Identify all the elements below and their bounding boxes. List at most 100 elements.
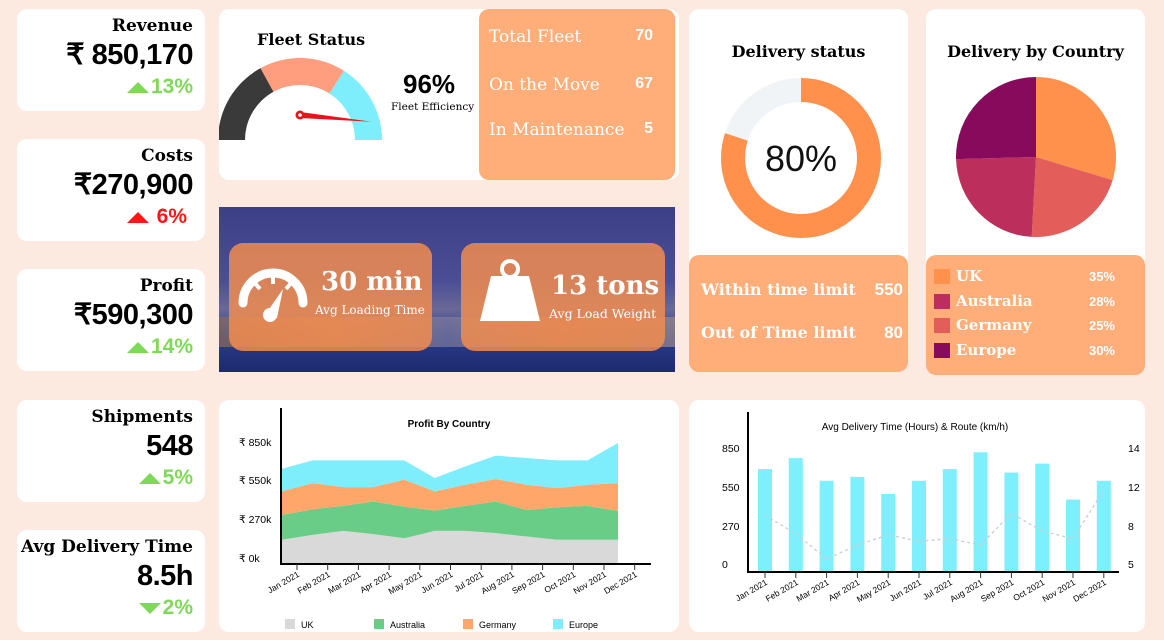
y-tick-label-right: 5 <box>1128 559 1134 571</box>
fleet-row-maintenance: In Maintenance 5 <box>489 120 653 140</box>
fleet-title: Fleet Status <box>257 30 366 49</box>
delivery-status-title: Delivery status <box>731 42 866 61</box>
bar <box>1035 463 1050 572</box>
up-arrow-icon <box>126 341 149 353</box>
y-tick-label-right: 12 <box>1128 482 1140 494</box>
x-tick-label: Jan 2021 <box>266 569 302 595</box>
y-tick-label-left: 270 <box>722 521 740 533</box>
area-series-germany <box>282 478 618 515</box>
legend-item-australia: Australia 28% <box>934 292 1115 310</box>
fleet-row-label: On the Move <box>489 75 600 95</box>
fleet-gauge <box>219 58 382 140</box>
bar <box>850 476 865 572</box>
area-chart-title: Profit By Country <box>408 419 491 430</box>
legend-percent: 28% <box>1088 293 1115 309</box>
profit-by-country-card: Profit By Country ₹ 0k ₹ 270k ₹ 550k ₹ 850k… <box>219 400 679 632</box>
area-series-australia <box>282 501 618 540</box>
legend-swatch <box>553 619 563 629</box>
x-tick-label: Mar 2021 <box>326 569 362 596</box>
donut-percent: 80% <box>765 138 837 179</box>
bar-chart-title: Avg Delivery Time (Hours) & Route (km/h) <box>822 422 1009 433</box>
x-tick-label: Aug 2021 <box>948 577 985 604</box>
kpi-title: Avg Delivery Time <box>20 537 193 557</box>
kpi-value: 8.5h <box>136 560 194 592</box>
bar <box>819 480 834 572</box>
x-tick-label: Sep 2021 <box>979 577 1016 604</box>
status-row-label: Within time limit <box>701 280 856 299</box>
legend-percent: 25% <box>1088 317 1115 333</box>
pie-slice-australia <box>956 157 1036 237</box>
fleet-row-label: In Maintenance <box>489 120 625 140</box>
bar <box>881 493 896 572</box>
legend-swatch <box>934 317 950 333</box>
x-tick-label: Oct 2021 <box>1011 577 1046 603</box>
legend-item-germany: Germany 25% <box>934 316 1115 334</box>
up-arrow-icon <box>138 472 161 484</box>
pie-title: Delivery by Country <box>947 42 1124 61</box>
gauge-segment-high <box>329 70 382 140</box>
bar <box>758 469 772 572</box>
legend-item-europe: Europe 30% <box>934 341 1115 359</box>
fleet-row-value: 5 <box>644 120 653 137</box>
fleet-row-value: 70 <box>635 27 653 44</box>
loading-time-tile: 30 min Avg Loading Time <box>229 243 432 351</box>
pie-slice-uk <box>1036 77 1116 181</box>
kpi-value: ₹ 850,170 <box>66 39 193 71</box>
kpi-profit: Profit ₹590,300 14% <box>17 269 205 371</box>
fleet-counts-panel: Total Fleet 70 On the Move 67 In Maintenan… <box>479 9 675 180</box>
x-tick-label: Dec 2021 <box>1071 577 1108 604</box>
delivery-by-country-card: Delivery by Country UK 35% Australia 28% G… <box>926 9 1145 375</box>
weight-icon <box>480 259 540 321</box>
legend-swatch <box>934 293 950 309</box>
port-banner: 30 min Avg Loading Time 13 tons Avg Load… <box>219 207 675 372</box>
x-tick-label: Nov 2021 <box>1040 577 1077 604</box>
load-weight-value: 13 tons <box>551 271 660 301</box>
kpi-delta: 14% <box>150 335 193 358</box>
x-tick-label: Feb 2021 <box>296 569 332 596</box>
kpi-costs: Costs ₹270,900 6% <box>17 139 205 241</box>
y-tick-label: ₹ 270k <box>239 514 272 526</box>
kpi-delta: 5% <box>162 466 193 489</box>
pie-slice-europe <box>956 77 1036 160</box>
bar <box>973 452 988 572</box>
kpi-delta: 13% <box>150 75 193 98</box>
kpi-shipments: Shipments 548 5% <box>17 400 205 502</box>
x-tick-label: Jun 2021 <box>419 569 455 595</box>
fleet-status-card: Fleet Status 96% Fleet Efficiency Total … <box>219 9 679 180</box>
up-arrow-icon <box>126 81 149 93</box>
down-arrow-icon <box>138 602 161 614</box>
y-tick-label: ₹ 550k <box>239 475 272 487</box>
kpi-value: ₹590,300 <box>73 299 194 331</box>
legend-label: Australia <box>956 292 1033 310</box>
gauge-segment-mid <box>260 58 344 94</box>
kpi-title: Profit <box>139 276 193 296</box>
legend-percent: 30% <box>1088 342 1115 358</box>
legend-swatch <box>374 619 384 629</box>
bar <box>1004 472 1019 572</box>
gauge-segment-low <box>219 68 274 140</box>
kpi-avg-delivery-time: Avg Delivery Time 8.5h 2% <box>17 530 205 632</box>
x-tick-label: May 2021 <box>386 569 424 596</box>
y-tick-label: ₹ 0k <box>239 553 260 565</box>
x-tick-label: Sep 2021 <box>510 569 547 596</box>
delivery-status-panel: Within time limit 550 Out of Time limit 80 <box>689 255 908 372</box>
pie-legend: UK 35% Australia 28% Germany 25% Europe 30% <box>926 255 1145 375</box>
delivery-status-donut: 80% <box>721 78 881 238</box>
fleet-row-total: Total Fleet 70 <box>489 27 653 47</box>
fleet-row-value: 67 <box>635 75 653 92</box>
bar <box>1066 499 1080 572</box>
legend-swatch <box>285 619 295 629</box>
kpi-title: Costs <box>141 146 193 166</box>
legend-label: UK <box>301 620 314 630</box>
route-line <box>764 489 1105 560</box>
gauge-needle <box>299 112 372 122</box>
donut-progress <box>721 78 881 238</box>
x-tick-label: Mar 2021 <box>794 577 830 604</box>
y-tick-label-left: 0 <box>722 559 728 571</box>
legend-swatch <box>463 619 473 629</box>
fleet-row-moving: On the Move 67 <box>489 75 653 95</box>
delivery-status-card: Delivery status 80% Within time limit 550… <box>689 9 908 372</box>
area-series-europe <box>282 443 618 492</box>
kpi-title: Shipments <box>91 407 193 427</box>
x-tick-label: Oct 2021 <box>542 569 577 595</box>
